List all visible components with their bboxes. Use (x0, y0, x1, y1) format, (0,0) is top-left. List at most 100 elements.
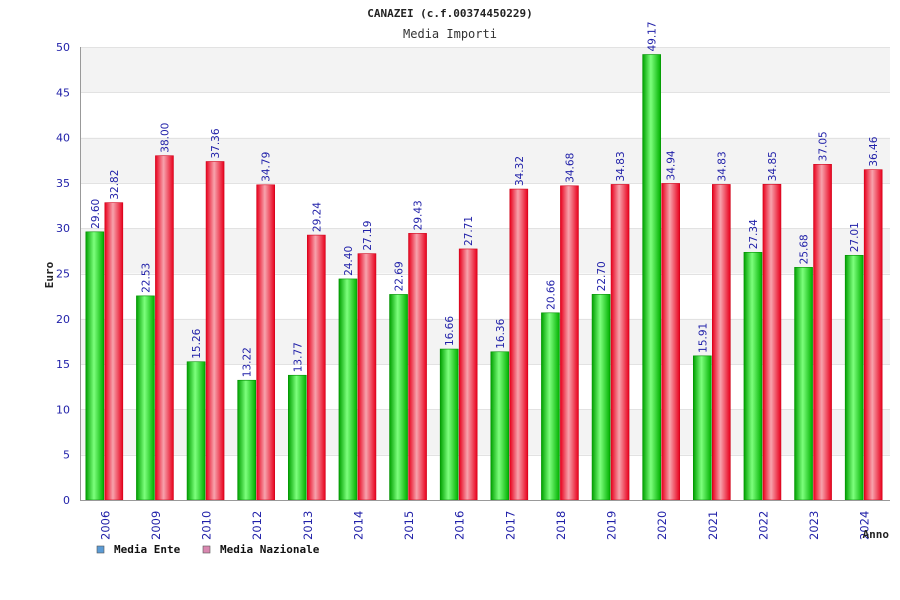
bar-value-label: 16.36 (495, 318, 507, 348)
bar-value-label: 34.68 (564, 153, 576, 183)
bar-value-label: 29.24 (311, 202, 323, 232)
x-tick-label: 2013 (301, 511, 315, 540)
bar-value-label: 13.77 (292, 342, 304, 372)
bar-media-ente (136, 295, 155, 501)
bar-value-labels: 29.60 32.82 22.53 38.00 15.26 37.36 13.22 34.79… (90, 21, 880, 377)
bar-value-label: 20.66 (545, 279, 557, 309)
bar-media-nazionale (256, 184, 275, 501)
y-tick-label: 30 (56, 222, 70, 235)
bar-media-nazionale (509, 188, 529, 501)
bar-value-label: 27.01 (849, 222, 861, 252)
bar-value-label: 36.46 (868, 136, 880, 166)
bar-value-label: 13.22 (242, 347, 254, 377)
legend-label: Media Nazionale (220, 543, 320, 556)
bar-value-label: 29.43 (413, 200, 425, 230)
y-tick-label: 10 (56, 403, 70, 416)
bar-value-label: 34.94 (666, 150, 678, 180)
bar-media-nazionale (712, 184, 731, 501)
bar-media-ente (288, 374, 307, 501)
legend: Media Ente Media Nazionale (96, 543, 320, 556)
bar-value-label: 34.79 (261, 152, 273, 182)
bars (85, 54, 883, 501)
bar-media-ente (794, 267, 813, 501)
y-tick-label: 40 (56, 132, 70, 145)
y-tick-label: 35 (56, 177, 70, 190)
bar-value-label: 34.32 (514, 156, 526, 186)
y-tick-label: 15 (56, 358, 70, 371)
bar-value-label: 34.83 (716, 151, 728, 181)
bar-media-ente (591, 294, 611, 501)
x-axis-ticks: 2006 2009 2010 2012 2013 2014 2015 2016 2017 2018… (98, 511, 871, 540)
legend-swatch (96, 545, 105, 554)
bar-value-label: 27.71 (463, 216, 475, 246)
plot-band-shaded (80, 47, 890, 93)
bar-media-ente (490, 351, 510, 501)
bar-media-nazionale (155, 155, 174, 501)
y-tick-label: 20 (56, 313, 70, 326)
y-axis-ticks: 0 5 10 15 20 25 30 35 40 45 50 (56, 41, 70, 507)
x-tick-label: 2023 (807, 511, 821, 540)
bar-media-nazionale (205, 161, 225, 501)
x-tick-label: 2017 (503, 511, 517, 540)
bar-value-label: 29.60 (90, 199, 102, 229)
bar-media-nazionale (104, 202, 124, 501)
bar-media-nazionale (661, 183, 680, 501)
x-tick-label: 2012 (250, 511, 264, 540)
x-tick-label: 2020 (655, 511, 669, 540)
bar-value-label: 25.68 (799, 234, 811, 264)
chart-subtitle: Media Importi (403, 27, 497, 41)
bar-media-nazionale (458, 248, 478, 501)
x-tick-label: 2015 (402, 511, 416, 540)
bar-value-label: 27.19 (362, 221, 374, 251)
x-axis-label: Anno (863, 528, 890, 541)
bar-media-ente (439, 348, 459, 501)
bar-value-label: 34.85 (767, 151, 779, 181)
y-axis-label: Euro (43, 261, 56, 288)
bar-value-label: 24.40 (343, 246, 355, 276)
bar-value-label: 15.26 (191, 328, 203, 358)
y-tick-label: 5 (63, 449, 70, 462)
bar-media-ente (642, 54, 661, 501)
bar-media-nazionale (610, 184, 630, 501)
bar-media-nazionale (357, 253, 377, 501)
bar-value-label: 22.70 (596, 261, 608, 291)
bar-media-nazionale (762, 183, 782, 501)
legend-swatch (202, 545, 211, 554)
bar-media-nazionale (560, 185, 579, 501)
bar-value-label: 16.66 (444, 316, 456, 346)
bar-media-ente (85, 231, 105, 501)
bar-media-nazionale (307, 234, 326, 501)
bar-value-label: 27.34 (748, 219, 760, 249)
x-tick-label: 2022 (756, 511, 770, 540)
x-tick-label: 2016 (453, 511, 467, 540)
x-tick-label: 2006 (98, 511, 112, 540)
bar-media-nazionale (813, 164, 832, 501)
x-tick-label: 2018 (554, 511, 568, 540)
plot-band (80, 92, 890, 138)
bar-media-ente (389, 294, 408, 501)
bar-value-label: 22.53 (140, 263, 152, 293)
bar-value-label: 34.83 (615, 151, 627, 181)
x-tick-label: 2021 (706, 511, 720, 540)
bar-value-label: 38.00 (159, 123, 171, 153)
x-tick-label: 2010 (200, 511, 214, 540)
x-tick-label: 2014 (351, 511, 365, 540)
legend-label: Media Ente (114, 543, 181, 556)
y-tick-label: 50 (56, 41, 70, 54)
x-tick-label: 2024 (858, 511, 872, 540)
bar-value-label: 37.05 (818, 131, 830, 161)
bar-value-label: 15.91 (697, 323, 709, 353)
y-tick-label: 25 (56, 268, 70, 281)
y-tick-label: 45 (56, 86, 70, 99)
bar-media-nazionale (408, 233, 427, 501)
bar-media-ente (844, 254, 864, 501)
bar-value-label: 32.82 (109, 170, 121, 200)
bar-media-ente (237, 379, 256, 501)
bar-value-label: 37.36 (210, 128, 222, 158)
bar-media-ente (338, 278, 358, 501)
bar-media-nazionale (863, 169, 883, 501)
bar-media-ente (541, 312, 560, 501)
x-tick-label: 2019 (605, 511, 619, 540)
bar-value-label: 22.69 (394, 261, 406, 291)
